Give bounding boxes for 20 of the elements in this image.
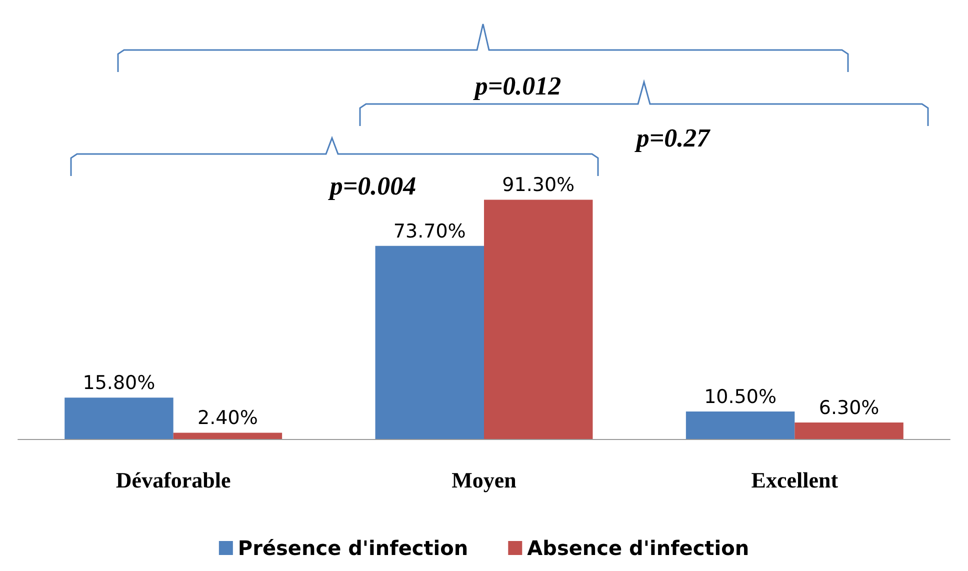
bar: [375, 246, 484, 439]
bar: [686, 411, 795, 439]
bar: [64, 398, 174, 439]
data-label: 2.40%: [198, 407, 258, 430]
text: p=0.27: [634, 124, 711, 152]
bar: [794, 422, 904, 439]
data-label: 73.70%: [393, 220, 466, 242]
x-tick-label: Excellent: [751, 468, 839, 492]
annotation: p=0.004: [328, 172, 416, 200]
text: p=0.012: [472, 72, 562, 100]
legend-label: Présence d'infection: [238, 536, 468, 560]
bar: [484, 200, 593, 439]
bar: [173, 432, 282, 439]
legend-label: Absence d'infection: [527, 536, 750, 560]
x-tick-label: Dévaforable: [116, 468, 231, 492]
data-label: 6.30%: [818, 396, 880, 419]
x-tick-label: Moyen: [452, 468, 516, 492]
data-label: 10.50%: [704, 386, 777, 408]
data-label: 91.30%: [502, 174, 575, 196]
data-label: 15.80%: [82, 372, 156, 394]
